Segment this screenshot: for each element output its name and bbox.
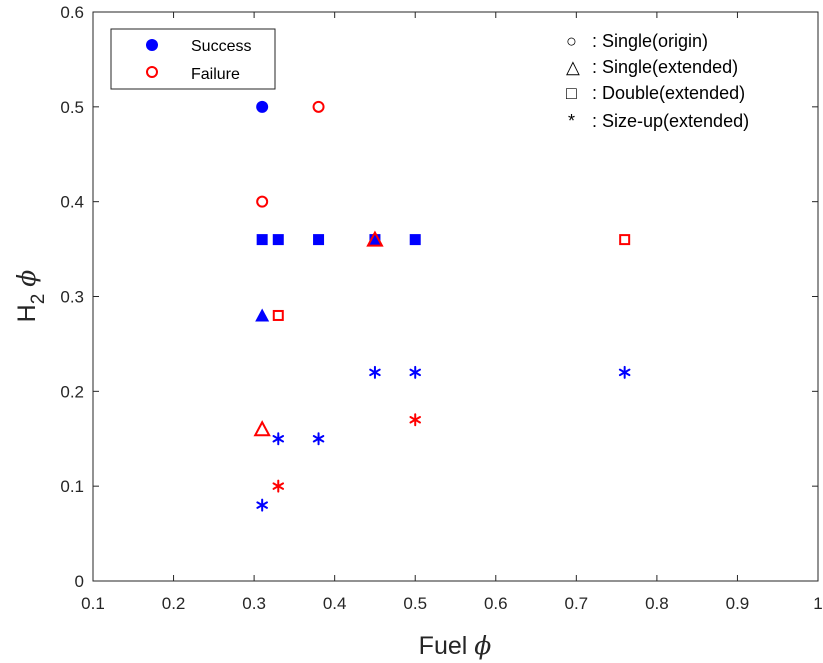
- shape-legend-row-size-up-extended: * : Size-up(extended): [568, 111, 749, 131]
- failure-triangle-point: [366, 230, 384, 247]
- x-tick-label: 0.2: [162, 594, 186, 613]
- success-square-point: [272, 234, 284, 246]
- failure-asterisk-point: [272, 479, 285, 493]
- x-tick-label: 0.9: [726, 594, 750, 613]
- success-square-point: [369, 234, 381, 246]
- shape-legend-triangle-label: : Single(extended): [592, 57, 738, 77]
- y-tick-label: 0.1: [60, 477, 84, 496]
- y-tick-label: 0: [75, 572, 84, 591]
- x-tick-label: 0.5: [403, 594, 427, 613]
- shape-legend-asterisk-symbol: *: [568, 111, 575, 131]
- failure-circle-point: [256, 195, 269, 208]
- x-tick-label: 1: [813, 594, 822, 613]
- y-tick-label: 0.4: [60, 193, 84, 212]
- shape-legend-square-symbol: □: [566, 83, 577, 103]
- legend-failure-marker: [146, 66, 158, 78]
- x-tick-label: 0.3: [242, 594, 266, 613]
- legend-success-label: Success: [191, 38, 251, 55]
- shape-legend-circle-symbol: ○: [566, 31, 577, 51]
- success-circle-point: [256, 100, 269, 113]
- failure-square-point: [619, 234, 631, 246]
- success-square-point: [313, 234, 325, 246]
- success-asterisk-point: [272, 432, 285, 446]
- y-tick-label: 0.2: [60, 382, 84, 401]
- success-triangle-point: [255, 308, 270, 322]
- success-asterisk-point: [256, 498, 268, 512]
- legend-success-marker: [146, 39, 158, 51]
- x-tick-label: 0.4: [323, 594, 347, 613]
- failure-triangle-point: [253, 420, 271, 437]
- y-tick-label: 0.5: [60, 98, 84, 117]
- shape-legend-row-single-extended: △ : Single(extended): [566, 57, 738, 77]
- x-tick-label: 0.6: [484, 594, 508, 613]
- x-tick-label: 0.8: [645, 594, 669, 613]
- success-square-point: [256, 234, 268, 246]
- success-square-point: [409, 234, 421, 246]
- shape-legend-triangle-symbol: △: [566, 57, 580, 77]
- y-tick-label: 0.3: [60, 288, 84, 307]
- axis-ticks: 0.1 0.2 0.3 0.4 0.5 0.6 0.7 0.8 0.9 1 0 0.1 0.2 0.3 0.…: [60, 3, 822, 613]
- shape-legend-row-single-origin: ○ : Single(origin): [566, 31, 708, 51]
- shape-legend: ○ : Single(origin) △ : Single(extended) …: [566, 31, 749, 131]
- shape-legend-circle-label: : Single(origin): [592, 31, 708, 51]
- success-asterisk-point: [312, 432, 325, 446]
- failure-square-point: [272, 309, 284, 321]
- success-asterisk-point: [369, 365, 381, 379]
- shape-legend-row-double-extended: □ : Double(extended): [566, 83, 745, 103]
- legend: Success Failure: [110, 28, 276, 90]
- failure-asterisk-point: [409, 413, 421, 427]
- y-axis-label: H2 ϕ: [12, 270, 49, 323]
- success-asterisk-point: [618, 365, 631, 379]
- legend-failure-label: Failure: [191, 66, 240, 83]
- x-axis-label: Fuel ϕ: [419, 631, 492, 660]
- x-tick-label: 0.1: [81, 594, 105, 613]
- shape-legend-asterisk-label: : Size-up(extended): [592, 111, 749, 131]
- legend-box: [110, 28, 276, 90]
- x-tick-label: 0.7: [565, 594, 589, 613]
- shape-legend-square-label: : Double(extended): [592, 83, 745, 103]
- y-tick-label: 0.6: [60, 3, 84, 22]
- failure-circle-point: [312, 100, 325, 113]
- success-asterisk-point: [409, 365, 421, 379]
- data-points: [253, 100, 631, 512]
